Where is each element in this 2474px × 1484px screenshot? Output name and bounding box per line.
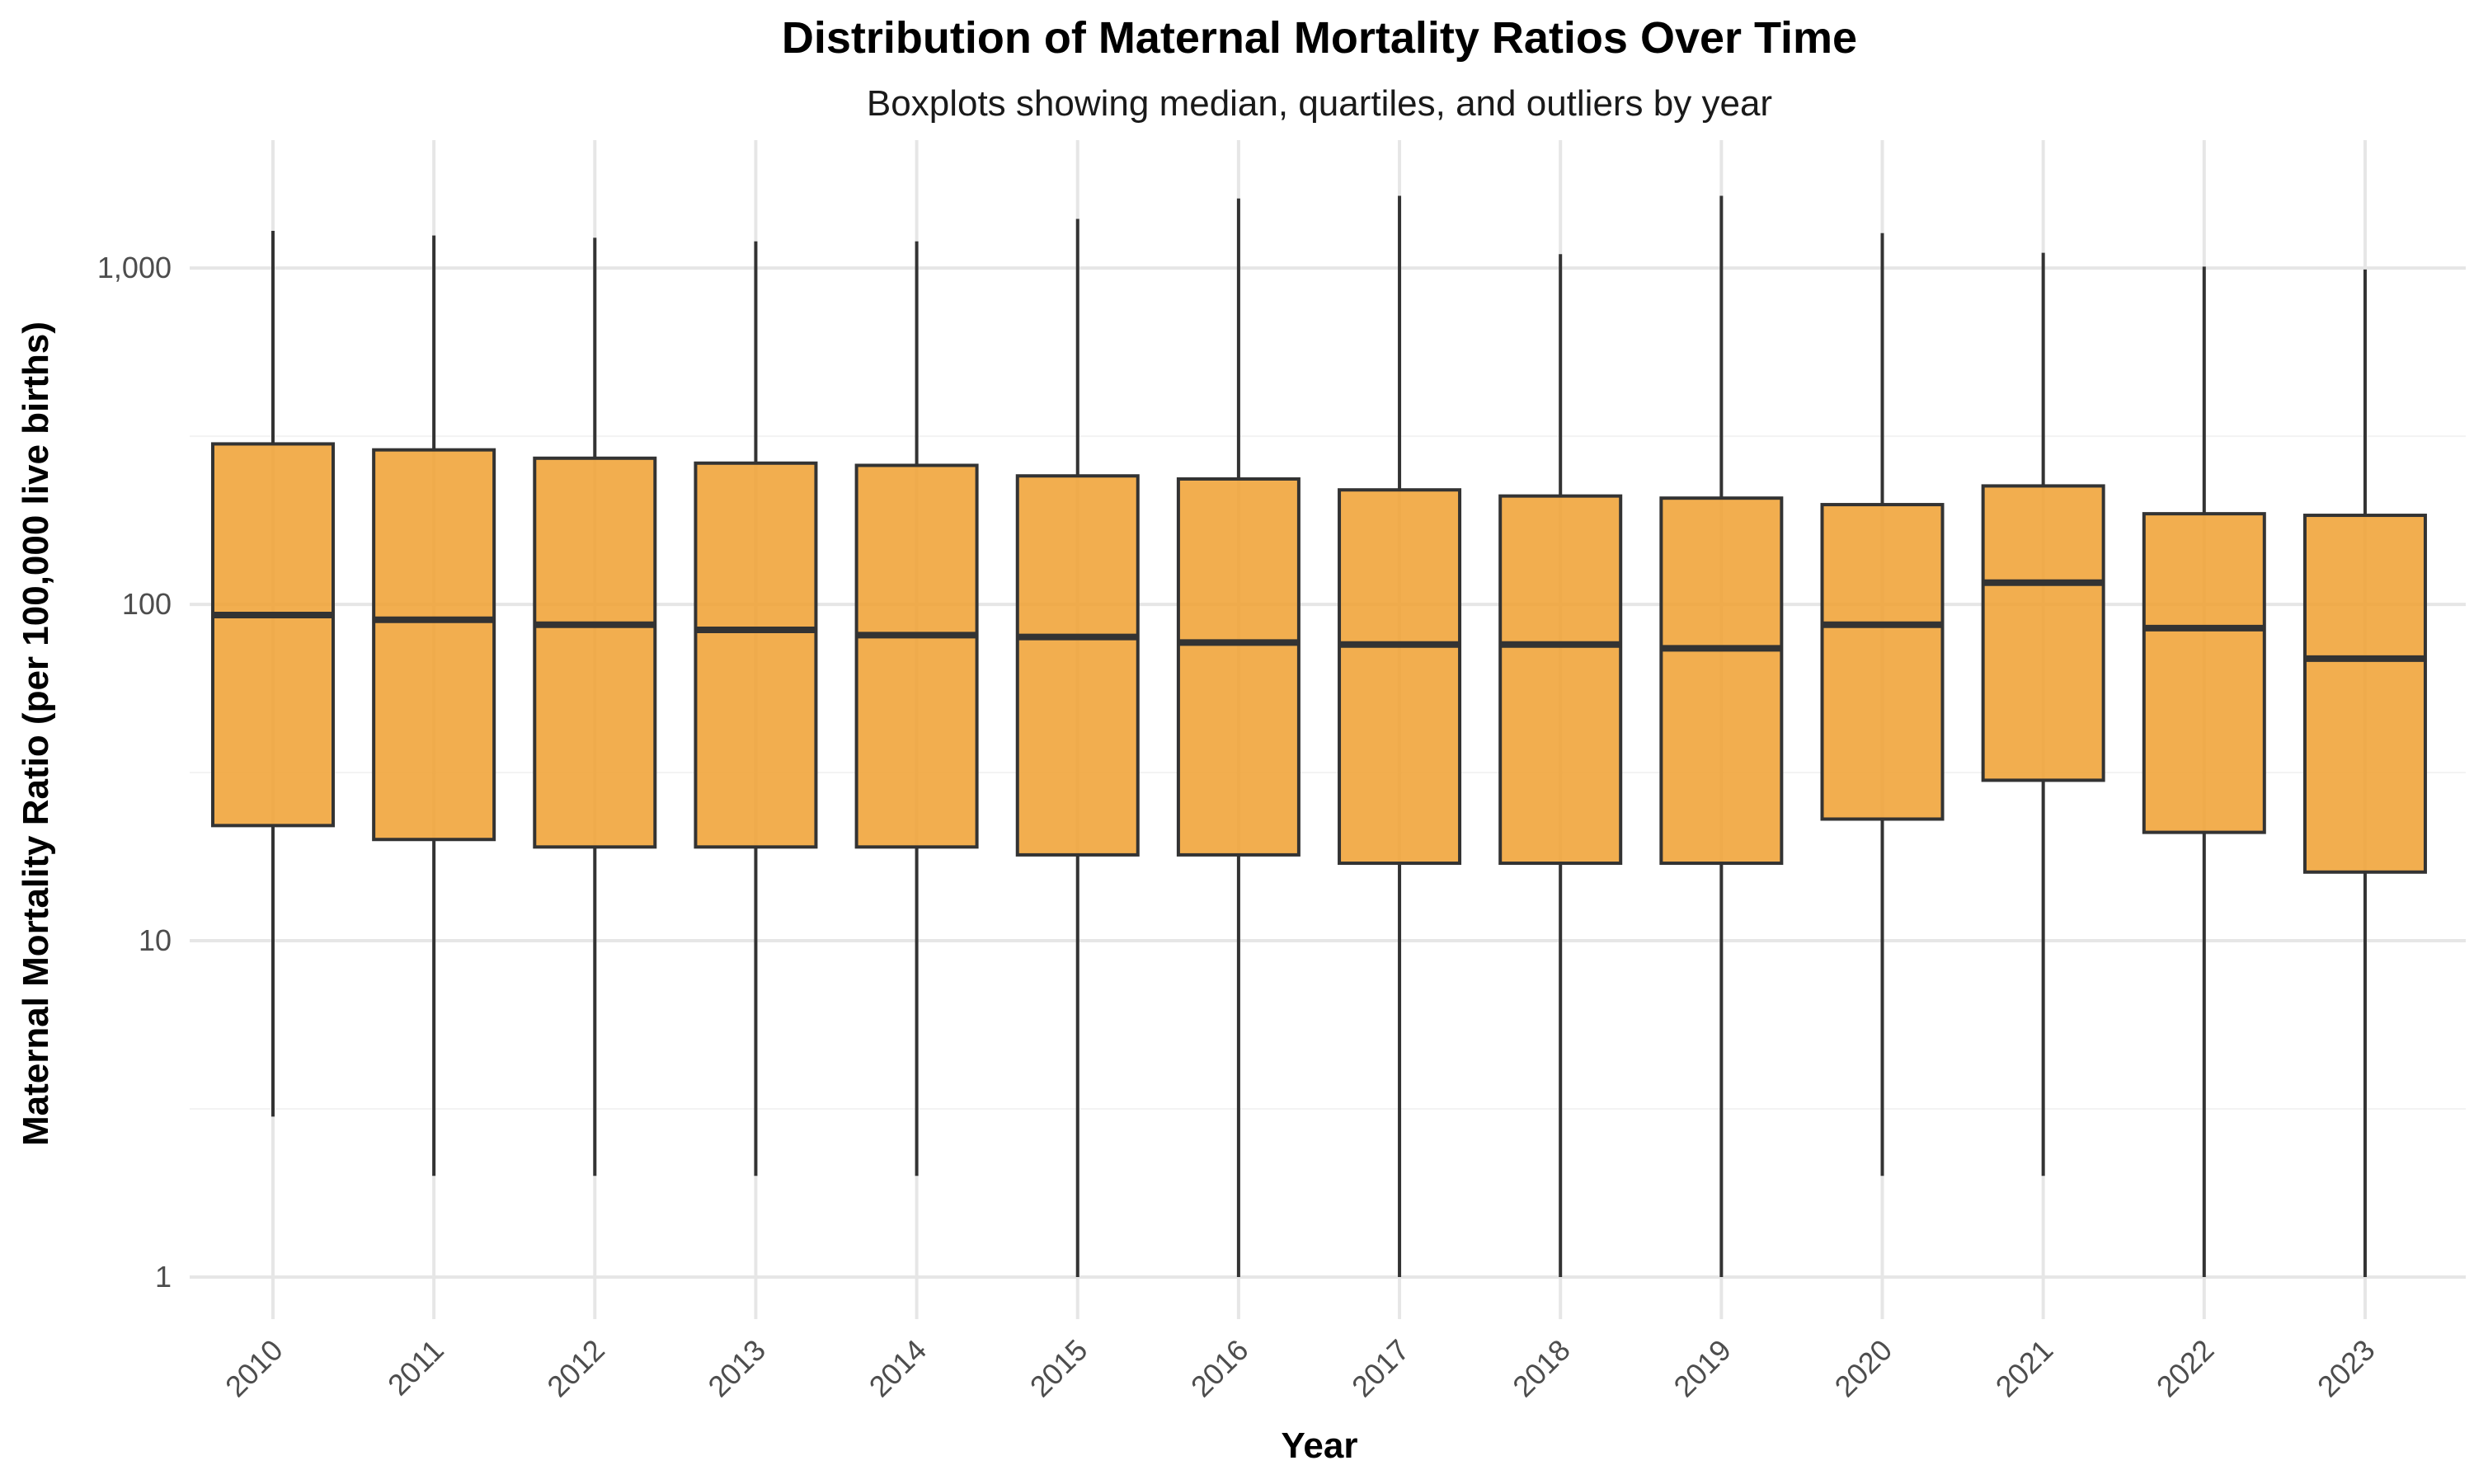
box-2014 [854, 241, 979, 1176]
x-axis-title: Year [1282, 1425, 1358, 1466]
box-2018 [1498, 254, 1623, 1278]
chart-title: Distribution of Maternal Mortality Ratio… [782, 13, 1857, 63]
box-2017 [1338, 195, 1462, 1278]
x-tick-label: 2013 [701, 1333, 772, 1404]
iqr-box [533, 456, 657, 849]
iqr-box [1820, 503, 1945, 821]
iqr-box [1338, 488, 1462, 866]
iqr-box [2302, 514, 2427, 874]
x-tick-label: 2018 [1506, 1333, 1577, 1404]
x-tick-label: 2022 [2150, 1333, 2221, 1404]
box-2016 [1176, 198, 1300, 1278]
chart-subtitle: Boxplots showing median, quartiles, and … [867, 83, 1772, 124]
grid [190, 140, 2466, 1319]
box-2019 [1659, 195, 1784, 1278]
box-2013 [694, 241, 818, 1176]
iqr-box [854, 463, 979, 849]
box-2010 [211, 230, 335, 1117]
iqr-box [1176, 477, 1300, 857]
box-2021 [1981, 252, 2105, 1176]
x-tick-label: 2017 [1345, 1333, 1416, 1404]
x-axis: 2010 2011 2012 2013 2014 2015 2016 2017 2018 2019… [219, 1333, 2382, 1404]
box-2023 [2302, 269, 2427, 1278]
y-tick-label: 100 [122, 587, 172, 621]
x-tick-label: 2019 [1667, 1333, 1738, 1404]
iqr-box [1981, 484, 2105, 782]
x-tick-label: 2023 [2311, 1333, 2382, 1404]
box-2020 [1820, 232, 1945, 1176]
x-tick-label: 2016 [1184, 1333, 1255, 1404]
iqr-box [1498, 494, 1623, 866]
y-tick-label: 1 [155, 1260, 172, 1294]
box-2015 [1015, 218, 1140, 1278]
x-tick-label: 2015 [1023, 1333, 1094, 1404]
iqr-box [211, 442, 335, 828]
x-tick-label: 2020 [1828, 1333, 1899, 1404]
x-tick-label: 2010 [219, 1333, 289, 1404]
y-axis: 1 10 100 1,000 [97, 251, 172, 1294]
box-2011 [372, 235, 496, 1176]
iqr-box [1659, 496, 1784, 866]
iqr-box [1015, 474, 1140, 857]
iqr-box [372, 448, 496, 842]
iqr-box [694, 461, 818, 849]
y-tick-label: 10 [139, 923, 172, 957]
boxes [211, 195, 2427, 1278]
x-tick-label: 2014 [863, 1333, 934, 1404]
x-tick-label: 2011 [381, 1333, 450, 1402]
box-2022 [2142, 266, 2266, 1278]
box-2012 [533, 237, 657, 1176]
y-tick-label: 1,000 [97, 251, 172, 284]
iqr-box [2142, 512, 2266, 834]
x-tick-label: 2021 [1989, 1333, 2060, 1404]
x-tick-label: 2012 [540, 1333, 611, 1404]
y-axis-title: Maternal Mortality Ratio (per 100,000 li… [16, 322, 56, 1146]
